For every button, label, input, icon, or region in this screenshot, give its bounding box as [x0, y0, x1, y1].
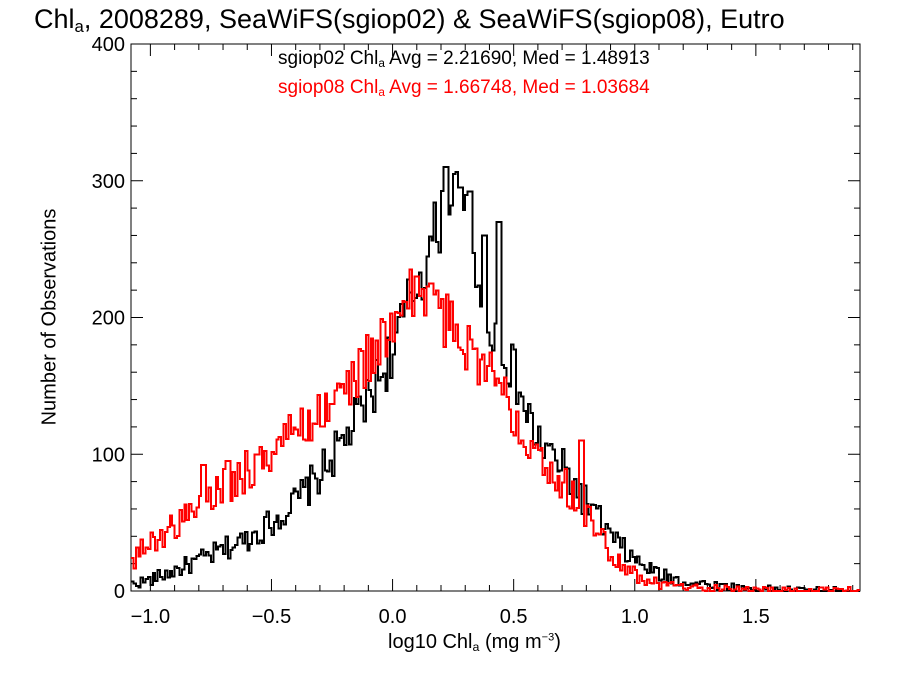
x-tick-label: 1.5	[742, 606, 770, 628]
y-tick-label: 200	[92, 308, 125, 330]
plot-frame	[130, 43, 861, 592]
series-sgiop02-histogram	[131, 166, 860, 592]
y-tick-label: 0	[114, 581, 125, 603]
y-tick-label: 100	[92, 444, 125, 466]
x-tick-label: −1.0	[131, 606, 170, 628]
chart-title: Chla, 2008289, SeaWiFS(sgiop02) & SeaWiF…	[34, 4, 785, 37]
x-tick-label: 0.5	[500, 606, 528, 628]
axis-ticks	[131, 43, 860, 592]
axis-tick-labels: −1.0 −0.5 0.0 0.5 1.0 1.5 0 100 200 300 400	[92, 34, 770, 628]
x-tick-label: 0.0	[379, 606, 407, 628]
y-tick-label: 400	[92, 34, 125, 56]
x-axis-label: log10 Chla (mg m−3)	[388, 631, 561, 655]
annotation-sgiop08: sgiop08 Chla Avg = 1.66748, Med = 1.0368…	[278, 77, 650, 99]
x-tick-label: 1.0	[621, 606, 649, 628]
y-axis-label: Number of Observations	[38, 208, 61, 426]
series-layer	[131, 166, 860, 592]
y-tick-label: 300	[92, 171, 125, 193]
x-tick-label: −0.5	[252, 606, 291, 628]
series-sgiop08-histogram	[131, 268, 860, 592]
annotation-sgiop02: sgiop02 Chla Avg = 2.21690, Med = 1.4891…	[278, 48, 650, 70]
